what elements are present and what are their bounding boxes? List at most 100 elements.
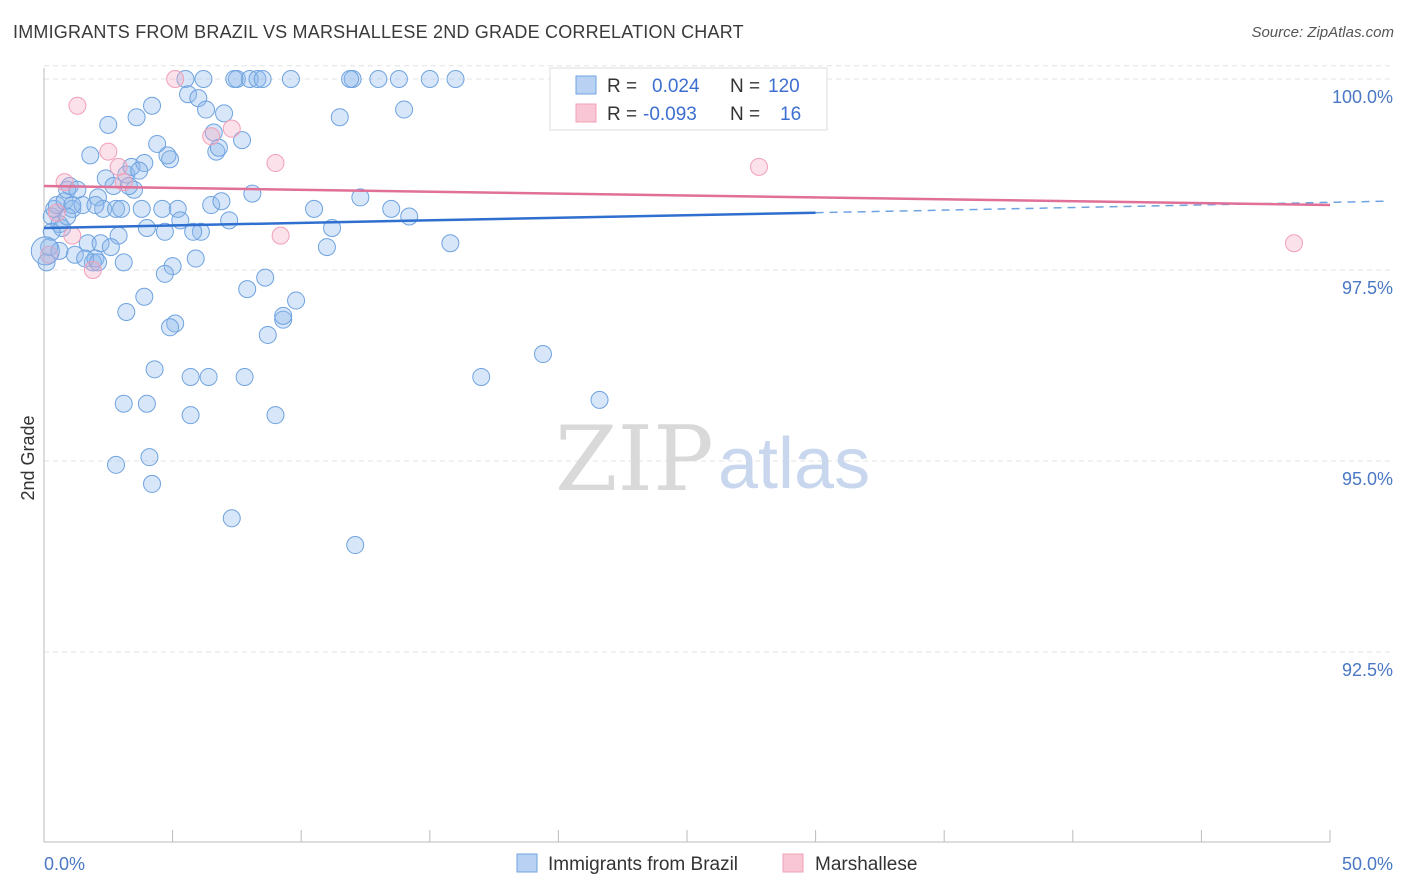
point-brazil-73 (533, 345, 552, 364)
legend-n-value-2: 16 (780, 104, 801, 125)
point-brazil-70 (420, 70, 439, 88)
point-brazil-14 (81, 146, 100, 165)
bottom-legend-label-pink: Marshallese (815, 854, 917, 875)
point-brazil-cluster (30, 236, 60, 266)
point-marshallese-6 (99, 142, 118, 161)
point-brazil-66 (351, 188, 370, 207)
bottom-legend: Immigrants from Brazil Marshallese (516, 853, 917, 875)
point-brazil-36 (153, 199, 172, 218)
point-brazil-111 (446, 70, 465, 88)
point-brazil-35 (148, 134, 167, 153)
point-brazil-85 (181, 406, 200, 425)
y-tick-label-3: 100.0% (1332, 87, 1393, 107)
legend-r-value-1: 0.024 (652, 76, 700, 97)
point-brazil-109 (341, 70, 360, 88)
point-brazil-61 (287, 291, 306, 310)
y-tick-label-1: 95.0% (1342, 469, 1393, 489)
point-brazil-102 (101, 238, 120, 257)
point-brazil-113 (63, 196, 82, 215)
point-brazil-1 (40, 238, 59, 257)
point-marshallese-5 (83, 261, 102, 279)
point-brazil-118 (130, 161, 149, 180)
point-brazil-44 (186, 249, 205, 268)
point-marshallese-11 (222, 119, 241, 138)
point-brazil-62 (305, 199, 324, 218)
point-brazil-94 (274, 306, 293, 325)
point-brazil-42 (176, 70, 195, 88)
point-brazil-60 (274, 310, 293, 329)
bottom-legend-swatch-pink (782, 853, 804, 873)
point-brazil-18 (91, 234, 110, 253)
point-brazil-71 (441, 234, 460, 253)
point-brazil-92 (161, 318, 180, 337)
point-marshallese-2 (55, 173, 74, 192)
point-marshallese-13 (271, 226, 290, 245)
point-brazil-117 (58, 207, 77, 226)
point-brazil-53 (220, 211, 239, 230)
legend-r-label-1: R = (607, 76, 637, 97)
point-brazil-79 (181, 367, 200, 386)
point-brazil-93 (155, 264, 174, 283)
point-marshallese-4 (68, 96, 87, 115)
point-brazil-91 (135, 287, 154, 306)
point-brazil-110 (389, 70, 408, 88)
trend-line-marshallese (43, 184, 1331, 207)
point-brazil-25 (112, 199, 131, 218)
point-brazil-69 (395, 100, 414, 119)
y-tick-label-2: 97.5% (1342, 278, 1393, 298)
x-tick-label-1: 50.0% (1342, 854, 1393, 874)
point-brazil-82 (258, 325, 277, 344)
point-marshallese-15 (1284, 234, 1303, 253)
point-brazil-90 (346, 536, 365, 555)
point-brazil-72 (472, 367, 491, 386)
point-brazil-107 (253, 70, 272, 88)
point-brazil-67 (369, 70, 388, 88)
point-brazil-57 (243, 184, 262, 203)
point-brazil-104 (158, 146, 177, 165)
legend-r-label-2: R = (607, 104, 637, 125)
point-brazil-31 (132, 199, 151, 218)
point-brazil-87 (140, 448, 159, 467)
point-brazil-59 (256, 268, 275, 287)
point-brazil-11 (65, 245, 84, 264)
point-brazil-95 (238, 280, 257, 299)
point-marshallese-14 (750, 157, 769, 176)
point-brazil-55 (233, 131, 252, 150)
y-tick-labels: 92.5% 95.0% 97.5% 100.0% (1332, 87, 1393, 680)
legend-swatch-blue (575, 75, 597, 95)
legend-swatch-pink (575, 103, 597, 123)
point-brazil-47 (197, 100, 216, 119)
x-tick-label-0: 0.0% (44, 854, 85, 874)
x-tick-labels: 0.0% 50.0% (44, 854, 1393, 874)
point-brazil-51 (212, 192, 231, 211)
source-label: Source: ZipAtlas.com (1251, 24, 1394, 41)
point-brazil-37 (155, 222, 174, 241)
point-brazil-34 (143, 96, 162, 115)
legend-n-value-1: 120 (768, 76, 800, 97)
legend-r-value-2: -0.093 (643, 104, 697, 125)
point-brazil-96 (323, 218, 342, 237)
chart-title: IMMIGRANTS FROM BRAZIL VS MARSHALLESE 2N… (13, 22, 744, 42)
grid-lines (44, 65, 1390, 653)
point-brazil-86 (107, 455, 126, 474)
point-brazil-77 (145, 360, 164, 379)
point-brazil-58 (248, 70, 267, 88)
point-marshallese-7 (109, 157, 128, 176)
point-brazil-26 (114, 253, 133, 272)
legend: R = 0.024 N = 120 R = -0.093 N = 16 (549, 67, 828, 131)
point-brazil-89 (222, 509, 241, 528)
point-brazil-39 (163, 257, 182, 276)
point-brazil-81 (235, 367, 254, 386)
point-brazil-108 (281, 70, 300, 88)
bottom-legend-label-blue: Immigrants from Brazil (548, 854, 738, 875)
point-brazil-84 (114, 394, 133, 413)
point-brazil-106 (225, 70, 244, 88)
point-brazil-101 (86, 196, 105, 215)
point-brazil-75 (117, 303, 136, 322)
point-brazil-116 (184, 222, 203, 241)
trend-line-brazil (43, 211, 816, 230)
watermark-atlas: atlas (718, 424, 870, 504)
y-tick-label-0: 92.5% (1342, 660, 1393, 680)
point-brazil-13 (78, 234, 97, 253)
point-brazil-56 (240, 70, 259, 88)
